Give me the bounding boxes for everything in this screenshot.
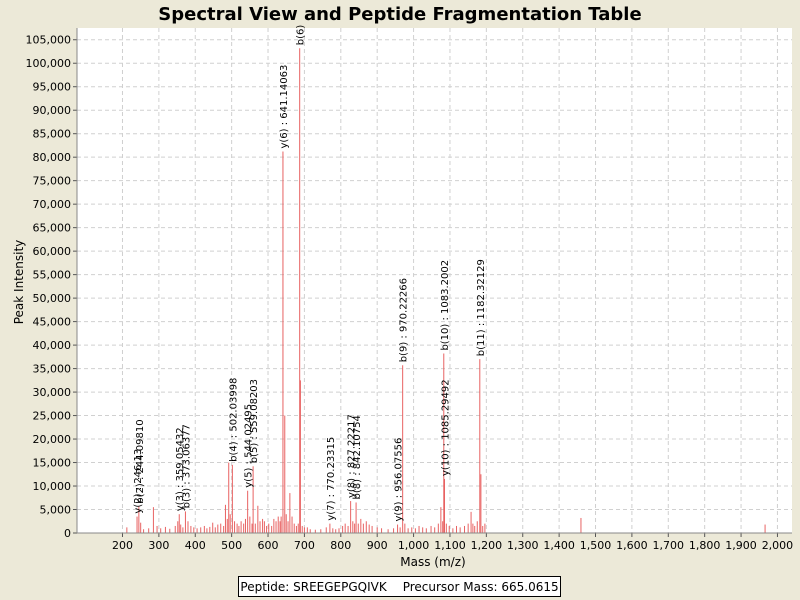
- legend: Peptide: SREEGEPGQIVK Precursor Mass: 66…: [238, 576, 561, 597]
- plot-area: [77, 28, 792, 533]
- x-tick-label: 1,800: [689, 539, 721, 552]
- x-tick-label: 1,900: [725, 539, 757, 552]
- y-tick-label: 75,000: [33, 175, 72, 188]
- peak-label: y(3) : 359.05432: [175, 427, 186, 511]
- peak-label: y(7) : 770.23315: [326, 437, 337, 521]
- y-tick-label: 55,000: [33, 269, 72, 282]
- y-tick-label: 95,000: [33, 81, 72, 94]
- peak-label: b(9) : 970.22266: [399, 278, 410, 362]
- peak-label: b(2) : 244.09810: [135, 419, 146, 503]
- peak-series: [126, 48, 766, 533]
- y-axis-label: Peak Intensity: [12, 240, 26, 325]
- peak-label: b(4) : 502.03998: [228, 378, 239, 462]
- x-tick-label: 500: [221, 539, 242, 552]
- x-tick-label: 900: [367, 539, 388, 552]
- y-tick-label: 35,000: [33, 363, 72, 376]
- x-tick-label: 1,400: [543, 539, 575, 552]
- y-tick-label: 60,000: [33, 245, 72, 258]
- peak-label: y(9) : 956.07556: [394, 438, 405, 522]
- legend-peptide: Peptide: SREEGEPGQIVK: [240, 579, 387, 594]
- x-tick-label: 1,700: [653, 539, 685, 552]
- x-tick-label: 800: [330, 539, 351, 552]
- peak-label: b(6): [296, 25, 307, 46]
- y-tick-label: 80,000: [33, 151, 72, 164]
- x-tick-label: 1,500: [580, 539, 612, 552]
- x-tick-label: 1,200: [471, 539, 503, 552]
- x-tick-label: 200: [112, 539, 133, 552]
- x-tick-label: 600: [258, 539, 279, 552]
- y-tick-label: 65,000: [33, 222, 72, 235]
- y-tick-label: 15,000: [33, 457, 72, 470]
- x-tick-label: 1,100: [434, 539, 466, 552]
- y-tick-label: 85,000: [33, 128, 72, 141]
- peak-label: b(3) : 373.06377: [181, 424, 192, 508]
- y-tick-label: 5,000: [40, 504, 72, 517]
- x-tick-label: 1,300: [507, 539, 539, 552]
- y-tick-label: 100,000: [26, 57, 72, 70]
- x-tick-label: 300: [148, 539, 169, 552]
- y-tick-label: 30,000: [33, 386, 72, 399]
- y-tick-label: 40,000: [33, 339, 72, 352]
- x-tick-label: 700: [294, 539, 315, 552]
- peak-label: y(2) : 246.13: [133, 449, 144, 514]
- peak-label: y(10) : 1085.29492: [441, 379, 452, 476]
- peak-label: y(8) : 827.22217: [347, 414, 358, 498]
- x-axis-label: Mass (m/z): [400, 555, 465, 569]
- peak-label: y(6) : 641.14063: [279, 65, 290, 149]
- y-tick-label: 50,000: [33, 292, 72, 305]
- axes: 0 5,000 10,000 15,000 20,000 25,000 30,000 35,0…: [26, 28, 794, 552]
- grid-lines: [77, 28, 792, 533]
- x-tick-label: 1,600: [616, 539, 648, 552]
- y-tick-label: 25,000: [33, 410, 72, 423]
- peak-label: b(11) : 1182.32129: [476, 259, 487, 356]
- y-tick-label: 70,000: [33, 198, 72, 211]
- x-tick-label: 1,000: [398, 539, 430, 552]
- chart-title: Spectral View and Peptide Fragmentation …: [158, 4, 641, 25]
- x-tick-label: 400: [185, 539, 206, 552]
- legend-precursor: Precursor Mass: 665.0615: [402, 579, 559, 594]
- y-tick-label: 105,000: [26, 34, 72, 47]
- y-tick-label: 20,000: [33, 433, 72, 446]
- peak-annotations: y(2) : 246.13b(2) : 244.09810 y(3) : 359.…: [133, 25, 487, 522]
- y-tick-label: 45,000: [33, 316, 72, 329]
- peak-label: b(5) : 559.08203: [249, 379, 260, 463]
- y-tick-label: 10,000: [33, 480, 72, 493]
- peak-label: b(10) : 1083.2002: [440, 260, 451, 351]
- y-tick-label: 0: [64, 527, 71, 540]
- x-tick-label: 2,000: [762, 539, 794, 552]
- peak-label: b(8) : 842.10754: [352, 415, 363, 499]
- peak-label: y(5) : 544.02495: [244, 404, 255, 488]
- y-tick-label: 90,000: [33, 104, 72, 117]
